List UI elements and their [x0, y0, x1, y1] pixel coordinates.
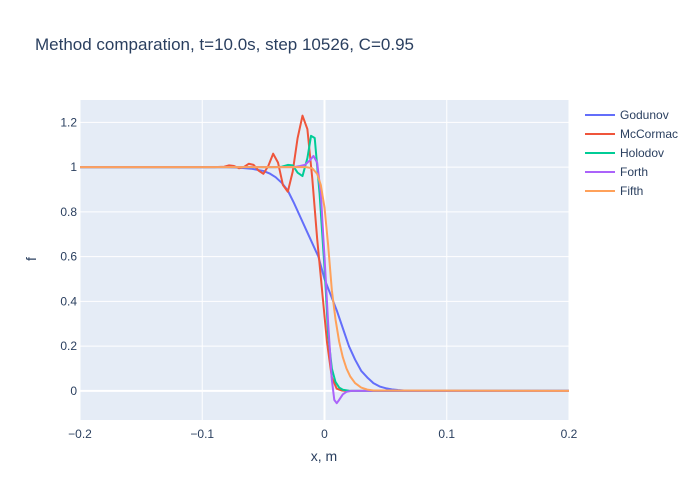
series-line-fifth	[80, 166, 569, 392]
series-line-holodov	[80, 134, 569, 392]
legend-item-godunov[interactable]: Godunov	[585, 108, 669, 122]
y-tick-label: 0.8	[60, 205, 77, 219]
y-tick-label: 1	[70, 160, 77, 174]
legend[interactable]: Godunov McCormac Holodov Forth Fifth	[585, 108, 678, 198]
y-tick-label: 0.2	[60, 339, 77, 353]
legend-label: Forth	[620, 165, 648, 179]
legend-label: McCormac	[620, 127, 678, 141]
legend-label: Godunov	[620, 108, 669, 122]
legend-label: Holodov	[620, 146, 664, 160]
legend-label: Fifth	[620, 184, 643, 198]
y-tick-label: 0.4	[60, 294, 77, 308]
series-group	[80, 114, 569, 405]
x-tick-label: 0.2	[561, 427, 578, 441]
y-tick-label: 0	[70, 384, 77, 398]
legend-item-forth[interactable]: Forth	[585, 165, 648, 179]
legend-item-fifth[interactable]: Fifth	[585, 184, 643, 198]
x-axis-label: x, m	[311, 448, 337, 464]
y-axis-ticks: 0 0.2 0.4 0.6 0.8 1 1.2	[60, 115, 77, 398]
y-axis-label: f	[23, 257, 39, 261]
x-tick-label: 0	[321, 427, 328, 441]
series-line-forth	[80, 154, 569, 405]
legend-item-holodov[interactable]: Holodov	[585, 146, 664, 160]
x-tick-label: −0.2	[68, 427, 92, 441]
legend-item-mccormac[interactable]: McCormac	[585, 127, 678, 141]
x-tick-label: 0.1	[438, 427, 455, 441]
x-tick-label: −0.1	[190, 427, 214, 441]
chart-title: Method comparation, t=10.0s, step 10526,…	[35, 35, 414, 54]
y-tick-label: 1.2	[60, 115, 77, 129]
y-tick-label: 0.6	[60, 250, 77, 264]
x-axis-ticks: −0.2 −0.1 0 0.1 0.2	[68, 427, 578, 441]
